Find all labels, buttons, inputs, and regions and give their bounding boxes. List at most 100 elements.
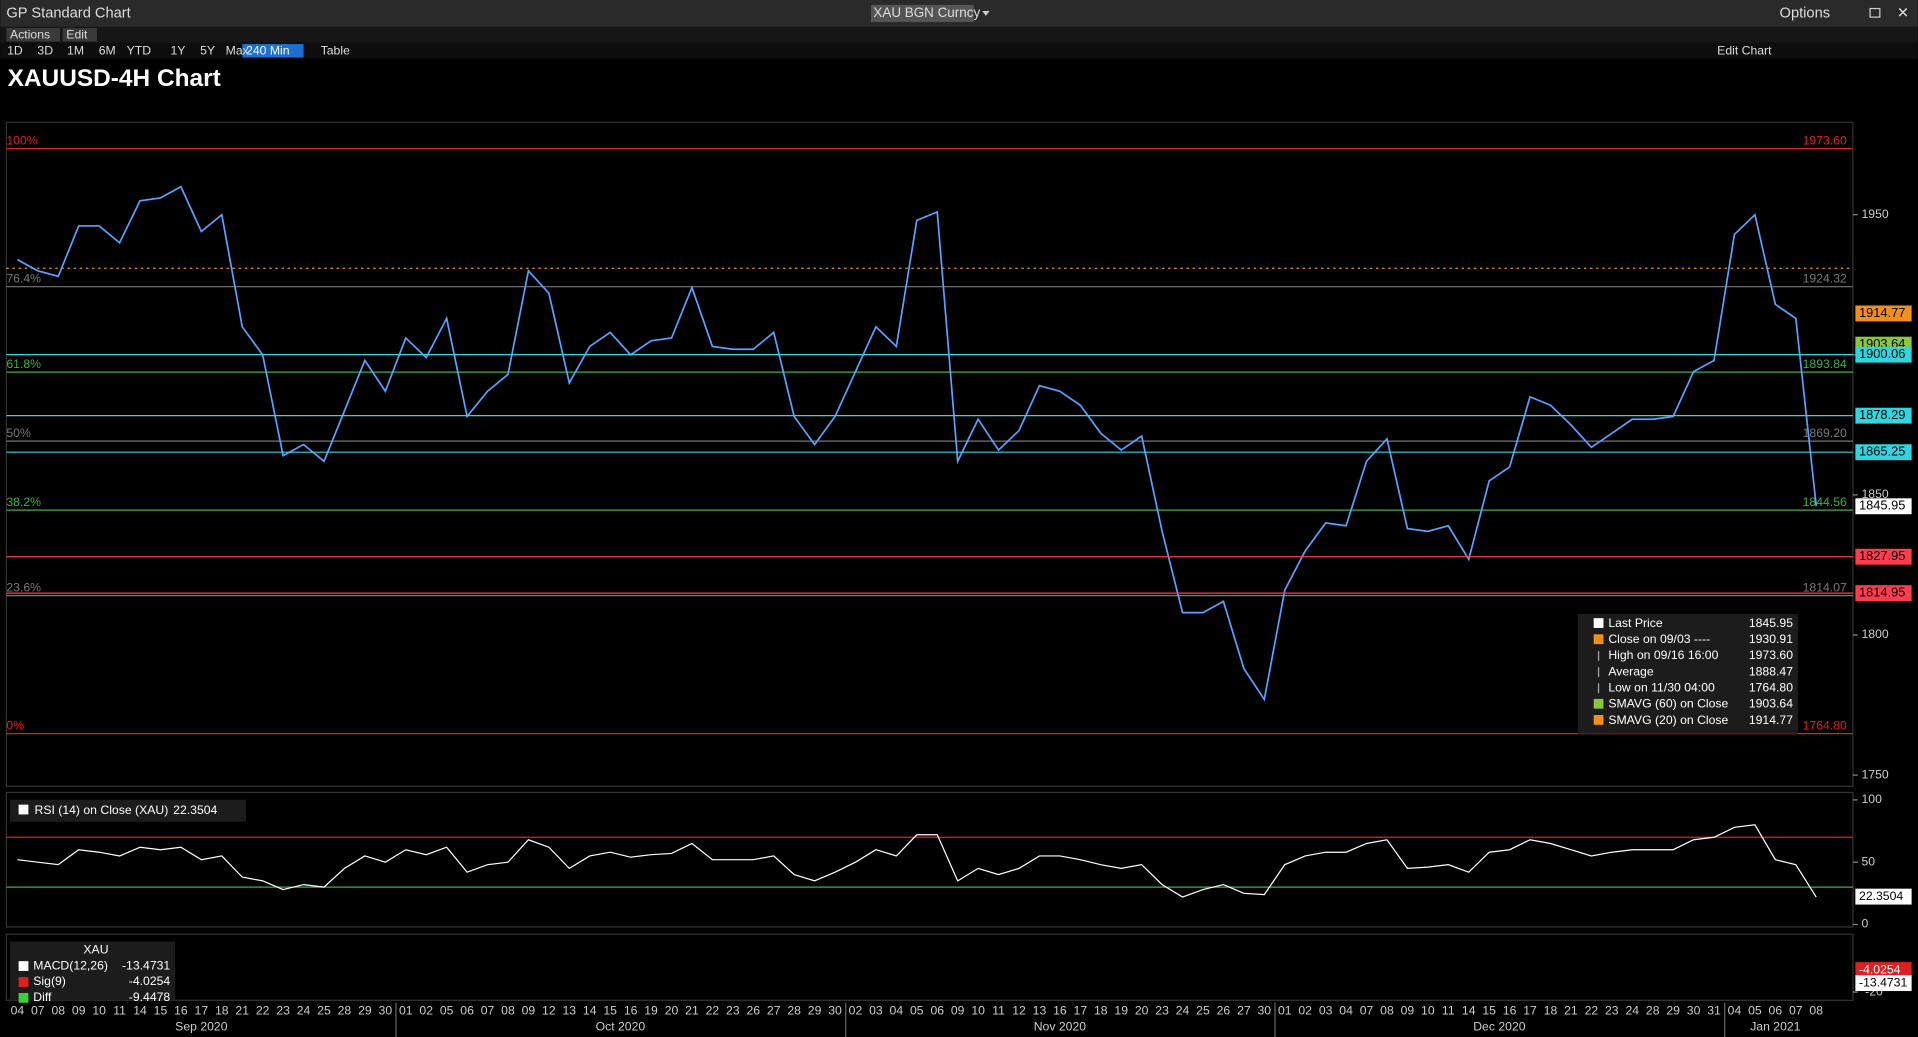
legend-value: 1914.77 [1749, 713, 1793, 727]
menu-box[interactable] [6, 28, 61, 42]
month-label: Oct 2020 [596, 1019, 646, 1033]
x-tick-label: 23 [726, 1004, 740, 1018]
range-button[interactable]: YTD [127, 44, 152, 58]
x-tick-label: 14 [583, 1004, 597, 1018]
legend-name: SMAVG (60) on Close [1608, 697, 1728, 711]
x-tick-label: 10 [971, 1004, 985, 1018]
fib-value: 1764.80 [1803, 719, 1847, 733]
x-tick-label: 27 [767, 1004, 781, 1018]
x-tick-label: 28 [1646, 1004, 1660, 1018]
range-button[interactable]: 1M [67, 44, 84, 58]
range-button[interactable]: 5Y [200, 44, 215, 58]
legend-box [1577, 613, 1798, 734]
fib-name: 100% [6, 134, 37, 148]
price-marker [1855, 548, 1912, 565]
macd-entry-value: -4.0254 [129, 974, 171, 988]
price-marker-label: 1845.95 [1859, 498, 1905, 513]
interval[interactable]: 240 Min [246, 44, 289, 58]
interval-box[interactable] [242, 44, 304, 58]
legend-swatch [18, 804, 29, 815]
x-tick-label: 22 [1585, 1004, 1599, 1018]
fib-name: 0% [6, 719, 24, 733]
x-tick-label: 13 [1033, 1004, 1047, 1018]
menu-edit[interactable]: Edit [66, 28, 88, 42]
rsi-marker [1855, 888, 1912, 905]
x-tick-label: 09 [522, 1004, 536, 1018]
x-tick-label: 16 [174, 1004, 188, 1018]
price-marker-label: 1878.29 [1859, 407, 1905, 422]
x-tick-label: 09 [72, 1004, 86, 1018]
x-tick-label: 22 [706, 1004, 720, 1018]
x-tick-label: 23 [276, 1004, 290, 1018]
menu-actions[interactable]: Actions [10, 28, 50, 42]
range-button[interactable]: 6M [99, 44, 116, 58]
toolbar [0, 42, 1918, 59]
price-marker-label: 1865.25 [1859, 444, 1905, 459]
menu-bar [0, 26, 1918, 43]
x-tick-label: 13 [563, 1004, 577, 1018]
x-tick-label: 07 [481, 1004, 495, 1018]
restore-icon[interactable] [1869, 7, 1881, 18]
options-button[interactable]: Options [1780, 5, 1831, 21]
x-tick-label: 05 [910, 1004, 924, 1018]
macd-marker [1855, 975, 1912, 992]
legend-name: Average [1608, 664, 1653, 678]
fib-name: 50% [6, 426, 31, 440]
x-tick-label: 17 [195, 1004, 209, 1018]
macd-legend-box [10, 941, 176, 1001]
x-tick-label: 04 [11, 1004, 25, 1018]
x-tick-label: 21 [685, 1004, 699, 1018]
ticker-box[interactable] [870, 4, 974, 23]
legend-swatch [1593, 715, 1604, 725]
x-tick-label: 18 [215, 1004, 229, 1018]
x-tick-label: 17 [1074, 1004, 1088, 1018]
x-tick-label: 14 [133, 1004, 147, 1018]
range-button[interactable]: 1D [7, 44, 23, 58]
y-tick-label: 1750 [1861, 767, 1888, 781]
edit-chart-button[interactable]: Edit Chart [1717, 44, 1772, 58]
x-tick-label: 10 [1421, 1004, 1435, 1018]
legend-value: 1930.91 [1749, 632, 1793, 646]
x-tick-label: 07 [1360, 1004, 1374, 1018]
x-tick-label: 29 [808, 1004, 822, 1018]
x-tick-label: 09 [951, 1004, 965, 1018]
legend-value: 1888.47 [1749, 664, 1793, 678]
x-tick-label: 07 [31, 1004, 45, 1018]
legend-swatch [18, 977, 29, 987]
close-icon[interactable]: ✕ [1897, 5, 1909, 21]
month-label: Dec 2020 [1473, 1019, 1526, 1033]
menu-box[interactable] [62, 28, 97, 42]
dropdown-icon[interactable] [982, 11, 990, 16]
x-tick-label: 18 [1544, 1004, 1558, 1018]
x-tick-label: 28 [787, 1004, 801, 1018]
x-tick-label: 12 [1012, 1004, 1026, 1018]
range-button[interactable]: 1Y [170, 44, 185, 58]
y-tick-label: 1800 [1861, 627, 1888, 641]
ticker[interactable]: XAU BGN Curncy [873, 5, 980, 20]
table-button[interactable]: Table [321, 44, 350, 58]
x-tick-label: 22 [256, 1004, 270, 1018]
x-tick-label: 26 [1217, 1004, 1231, 1018]
y-tick-label: 0 [1861, 917, 1868, 931]
x-tick-label: 03 [1319, 1004, 1333, 1018]
fib-name: 23.6% [6, 580, 41, 594]
macd-entry-name: Diff [33, 990, 52, 1004]
macd-marker [1855, 962, 1912, 979]
x-tick-label: 04 [890, 1004, 904, 1018]
rsi-panel [5, 791, 1854, 928]
x-tick-label: 09 [1401, 1004, 1415, 1018]
x-tick-label: 11 [113, 1004, 126, 1018]
x-tick-label: 04 [1728, 1004, 1742, 1018]
y-tick-label: 100 [1861, 792, 1882, 806]
x-tick-label: 29 [358, 1004, 372, 1018]
x-tick-label: 19 [1114, 1004, 1128, 1018]
y-tick-label: 1950 [1861, 207, 1888, 221]
range-button[interactable]: Max [226, 44, 249, 58]
x-tick-label: 06 [930, 1004, 944, 1018]
macd-entry-value: -13.4731 [122, 958, 170, 972]
rsi-legend-value: 22.3504 [173, 803, 217, 817]
x-tick-label: 11 [1442, 1004, 1455, 1018]
range-button[interactable]: 3D [37, 44, 53, 58]
fib-value: 1844.56 [1803, 495, 1847, 509]
